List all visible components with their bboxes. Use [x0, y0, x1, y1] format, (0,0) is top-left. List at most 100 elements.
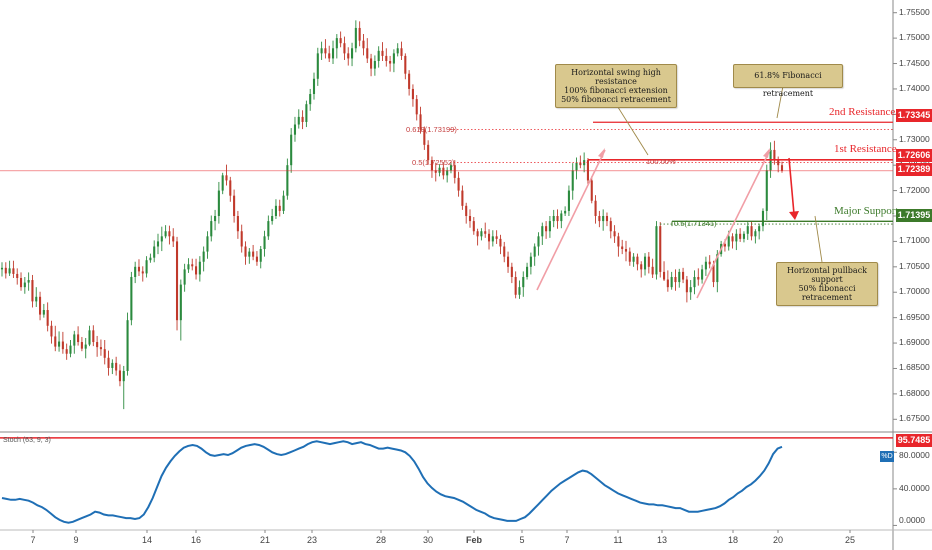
candle-body: [758, 226, 761, 232]
candle-body: [507, 256, 510, 267]
candle-body: [23, 282, 26, 288]
candle-body: [88, 330, 91, 345]
y-tick-label: 1.71000: [899, 235, 930, 246]
candle-body: [263, 236, 266, 250]
candle-body: [160, 236, 163, 242]
candle-body: [320, 48, 323, 54]
candle-body: [602, 216, 605, 222]
candle-body: [415, 99, 418, 115]
candle-body: [704, 261, 707, 270]
candle-body: [19, 278, 23, 288]
x-tick-label: 21: [259, 535, 271, 545]
candle-body: [229, 180, 232, 196]
candle-body: [274, 205, 277, 216]
x-tick-label: 5: [519, 535, 525, 545]
candle-body: [370, 58, 373, 69]
candle-body: [739, 233, 742, 239]
candle-body: [347, 53, 350, 59]
candle-body: [362, 40, 365, 49]
candle-body: [624, 249, 628, 252]
candle-body: [476, 231, 479, 237]
candle-body: [484, 231, 487, 234]
candle-body: [8, 268, 11, 274]
x-tick-label: 23: [306, 535, 318, 545]
candle-body: [252, 251, 255, 257]
candle-body: [510, 266, 513, 277]
stoch-line: [1, 440, 783, 524]
candle-body: [206, 236, 209, 252]
candle-body: [571, 170, 574, 191]
candle-body: [708, 261, 711, 265]
candle-body: [236, 216, 239, 232]
candle-body: [392, 53, 395, 64]
candle-body: [0, 267, 4, 270]
annotation-line: Horizontal swing high resistance: [571, 68, 661, 86]
candle-body: [742, 233, 745, 239]
stoch-tick: 80.0000: [899, 450, 930, 460]
candle-body: [351, 48, 354, 59]
candle-body: [282, 195, 285, 211]
candle-body: [746, 226, 749, 234]
candle-body: [99, 347, 102, 350]
x-tick-label: 18: [727, 535, 739, 545]
candle-body: [305, 104, 308, 122]
candle-body: [651, 266, 654, 275]
candle-body: [111, 362, 114, 368]
x-tick-label: Feb: [465, 535, 483, 545]
candle-body: [655, 226, 658, 275]
candle-body: [217, 190, 220, 216]
candle-body: [761, 210, 765, 227]
candle-body: [248, 251, 251, 257]
fib-label: 100.00%: [646, 156, 676, 166]
candle-body: [293, 124, 297, 135]
candle-body: [309, 94, 312, 105]
y-tick-label: 1.72000: [899, 184, 930, 195]
candle-body: [134, 266, 137, 277]
candle-body: [118, 370, 121, 382]
candle-body: [324, 48, 327, 54]
candle-body: [301, 116, 304, 122]
candle-body: [541, 226, 544, 237]
stochastic-panel: [0, 437, 897, 526]
second-resistance-label: 2nd Resistance: [829, 106, 896, 118]
candle-body: [331, 48, 335, 59]
candle-body: [693, 276, 696, 288]
overlays: [0, 85, 893, 299]
candle-body: [255, 256, 258, 262]
candle-body: [716, 254, 719, 283]
candle-body: [605, 216, 609, 222]
candle-body: [137, 266, 141, 272]
candle-body: [316, 53, 319, 79]
candle-body: [773, 149, 776, 161]
x-tick-label: 16: [190, 535, 202, 545]
x-tick-label: 13: [656, 535, 668, 545]
candle-body: [731, 236, 734, 242]
second-resistance-price-tag: 1.73345: [896, 109, 932, 122]
candle-body: [61, 341, 64, 350]
candle-body: [221, 175, 224, 191]
candle-body: [389, 60, 392, 64]
candle-body: [39, 296, 42, 315]
candle-body: [468, 216, 472, 222]
candle-body: [240, 231, 243, 247]
stoch-level-tag: 95.7485: [896, 434, 932, 447]
candle-body: [491, 236, 494, 242]
candle-body: [567, 190, 570, 211]
candle-body: [12, 268, 15, 274]
candle-body: [4, 267, 7, 274]
candle-body: [487, 233, 491, 242]
candle-body: [533, 246, 536, 257]
annotation-line: 50% fibonacci retracement: [798, 284, 856, 302]
candle-body: [564, 210, 567, 214]
projection-arrow-head: [789, 211, 799, 220]
candle-body: [735, 233, 738, 242]
candle-body: [381, 50, 384, 56]
candle-body: [628, 251, 631, 262]
candle-body: [175, 241, 179, 321]
candle-body: [179, 284, 182, 321]
candle-body: [42, 310, 45, 315]
candle-body: [712, 264, 715, 283]
x-tick-label: 28: [375, 535, 387, 545]
candle-body: [377, 50, 380, 61]
y-tick-label: 1.74000: [899, 82, 930, 93]
